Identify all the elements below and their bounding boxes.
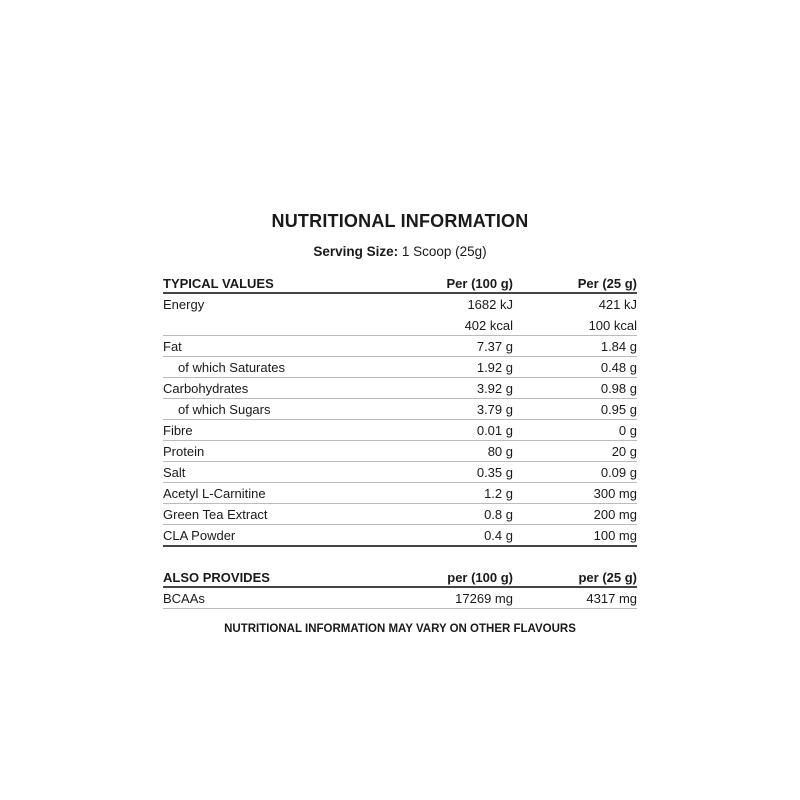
nutrient-name: Carbohydrates	[163, 381, 249, 396]
also-provides-table: ALSO PROVIDES per (100 g) per (25 g) BCA…	[163, 567, 637, 609]
table-row: CLA Powder 0.4 g 100 mg	[163, 525, 637, 547]
value-per25: 421 kJ	[598, 297, 637, 312]
value-per100: 7.37 g	[476, 339, 513, 354]
value-per25: 4317 mg	[586, 591, 637, 606]
value-per100: 3.79 g	[476, 402, 513, 417]
value-per25: 0.09 g	[600, 465, 637, 480]
value-per100: 0.4 g	[484, 528, 513, 543]
table-row: Fat 7.37 g 1.84 g	[163, 336, 637, 357]
table-row: of which Sugars 3.79 g 0.95 g	[163, 399, 637, 420]
nutrient-name: CLA Powder	[163, 528, 236, 543]
value-per25: 0.98 g	[600, 381, 637, 396]
value-per100: 0.35 g	[476, 465, 513, 480]
nutrient-name: Fat	[163, 339, 182, 354]
value-per25: 0 g	[618, 423, 637, 438]
value-per25: 100 mg	[593, 528, 637, 543]
value-per100: 0.01 g	[476, 423, 513, 438]
value-per25: 0.95 g	[600, 402, 637, 417]
table-row: Energy 1682 kJ 421 kJ	[163, 294, 637, 315]
serving-label: Serving Size:	[313, 244, 399, 259]
serving-value: 1 Scoop (25g)	[401, 244, 487, 259]
nutrient-name: Fibre	[163, 423, 193, 438]
value-per100: 17269 mg	[455, 591, 513, 606]
nutrient-name: of which Sugars	[178, 402, 271, 417]
value-per25: 20 g	[611, 444, 637, 459]
table-row: 402 kcal 100 kcal	[163, 315, 637, 336]
table-row: Carbohydrates 3.92 g 0.98 g	[163, 378, 637, 399]
value-per25: 300 mg	[593, 486, 637, 501]
value-per100: 1.92 g	[476, 360, 513, 375]
table-row: Protein 80 g 20 g	[163, 441, 637, 462]
typical-values-table: TYPICAL VALUES Per (100 g) Per (25 g) En…	[163, 273, 637, 547]
value-per25: 0.48 g	[600, 360, 637, 375]
value-per100: 3.92 g	[476, 381, 513, 396]
header-name: ALSO PROVIDES	[163, 570, 270, 585]
serving-size: Serving Size: 1 Scoop (25g)	[0, 244, 800, 259]
nutrient-name: Green Tea Extract	[163, 507, 268, 522]
nutrient-name: Energy	[163, 297, 205, 312]
nutrient-name: of which Saturates	[178, 360, 285, 375]
value-per100: 0.8 g	[484, 507, 513, 522]
table-row: Fibre 0.01 g 0 g	[163, 420, 637, 441]
table-row: of which Saturates 1.92 g 0.48 g	[163, 357, 637, 378]
page-title: NUTRITIONAL INFORMATION	[271, 211, 529, 231]
header-name: TYPICAL VALUES	[163, 276, 274, 291]
value-per25: 100 kcal	[588, 318, 637, 333]
header-per25: Per (25 g)	[577, 276, 637, 291]
nutrient-name: BCAAs	[163, 591, 205, 606]
table-row: Green Tea Extract 0.8 g 200 mg	[163, 504, 637, 525]
value-per100: 402 kcal	[464, 318, 513, 333]
value-per100: 1.2 g	[484, 486, 513, 501]
table-row: Acetyl L-Carnitine 1.2 g 300 mg	[163, 483, 637, 504]
header-per100: Per (100 g)	[446, 276, 513, 291]
nutrient-name: Protein	[163, 444, 205, 459]
table-header: TYPICAL VALUES Per (100 g) Per (25 g)	[163, 273, 637, 294]
table-header: ALSO PROVIDES per (100 g) per (25 g)	[163, 567, 637, 588]
header-per100: per (100 g)	[447, 570, 513, 585]
nutrient-name: Acetyl L-Carnitine	[163, 486, 266, 501]
value-per25: 200 mg	[593, 507, 637, 522]
nutrient-name: Salt	[163, 465, 186, 480]
value-per25: 1.84 g	[600, 339, 637, 354]
table-row: Salt 0.35 g 0.09 g	[163, 462, 637, 483]
header-per25: per (25 g)	[578, 570, 637, 585]
footer-note: NUTRITIONAL INFORMATION MAY VARY ON OTHE…	[224, 623, 576, 635]
table-row: BCAAs 17269 mg 4317 mg	[163, 588, 637, 609]
value-per100: 80 g	[487, 444, 513, 459]
value-per100: 1682 kJ	[467, 297, 513, 312]
